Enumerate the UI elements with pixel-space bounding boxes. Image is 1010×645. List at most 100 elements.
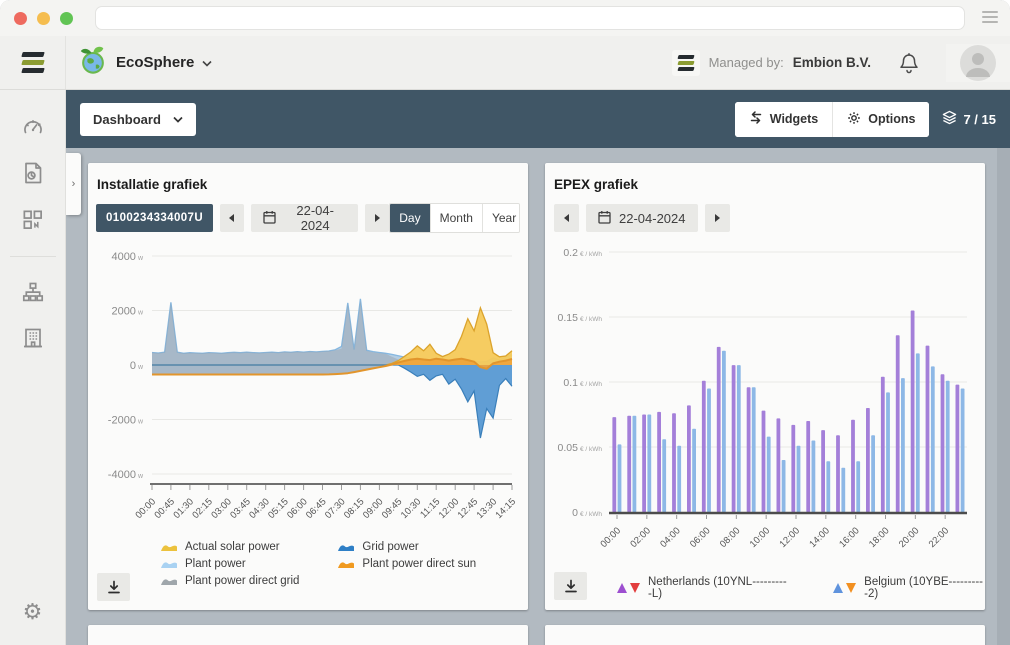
legend-item: Actual solar power [160, 541, 299, 553]
svg-text:0.2€ / kWh: 0.2 € / kWh [563, 247, 602, 259]
managed-by-label: Managed by: [708, 55, 784, 70]
embion-mini-logo [671, 49, 700, 76]
legend-item: Grid power [337, 541, 476, 553]
svg-text:0.1€ / kWh: 0.1 € / kWh [563, 377, 602, 389]
svg-text:11:15: 11:15 [418, 496, 442, 520]
epex-date-picker-button[interactable]: 22-04-2024 [586, 204, 698, 232]
dashboard-selector[interactable]: Dashboard [80, 102, 196, 136]
managed-by: Managed by: Embion B.V. [671, 49, 871, 76]
sidebar-item-reports[interactable] [20, 160, 46, 186]
svg-text:12:45: 12:45 [456, 496, 481, 521]
account-switcher[interactable]: EcoSphere [66, 36, 212, 89]
svg-text:05:15: 05:15 [266, 496, 291, 521]
arrow-right-icon [714, 214, 720, 222]
legend-item: Plant power direct sun [337, 558, 476, 570]
address-bar[interactable] [95, 6, 965, 30]
date-next-button[interactable] [365, 204, 390, 232]
managed-by-value: Embion B.V. [792, 55, 871, 70]
svg-text:14:00: 14:00 [807, 525, 832, 550]
sidebar: ⚙ [0, 90, 66, 645]
date-prev-button[interactable] [220, 204, 244, 232]
ecosphere-logo-icon [78, 45, 108, 80]
tab-month[interactable]: Month [429, 204, 482, 232]
calendar-icon [598, 210, 611, 227]
tab-day[interactable]: Day [390, 204, 430, 232]
download-chart-button[interactable] [97, 573, 130, 601]
svg-text:10:30: 10:30 [399, 496, 424, 521]
widget-counter: 7 / 15 [942, 110, 996, 128]
svg-text:0.05€ / kWh: 0.05 € / kWh [558, 442, 603, 454]
tab-year[interactable]: Year [481, 204, 520, 232]
chevron-down-icon [202, 54, 212, 72]
gear-icon [847, 111, 861, 128]
epex-legend: Netherlands (10YNL----------L) Belgium (1… [545, 568, 985, 610]
svg-text:06:00: 06:00 [285, 496, 310, 521]
sidebar-item-sitemap[interactable] [20, 279, 46, 305]
installation-serial-badge[interactable]: 0100234334007U [96, 204, 214, 232]
epex-date-prev-button[interactable] [554, 204, 579, 232]
minimize-window-button[interactable] [37, 11, 50, 25]
svg-text:22:00: 22:00 [927, 525, 952, 550]
epex-date-next-button[interactable] [704, 204, 730, 232]
browser-chrome [0, 0, 1010, 36]
triangle-up-icon [833, 583, 844, 593]
svg-text:00:00: 00:00 [599, 525, 624, 550]
legend-item: Plant power [160, 558, 299, 570]
close-window-button[interactable] [14, 11, 27, 25]
svg-text:03:00: 03:00 [209, 496, 234, 521]
svg-text:10:00: 10:00 [748, 525, 773, 550]
sidebar-item-buildings[interactable] [20, 325, 46, 351]
svg-text:0.15€ / kWh: 0.15 € / kWh [558, 312, 603, 324]
svg-text:0w: 0w [130, 360, 144, 372]
embion-logo[interactable] [0, 36, 66, 89]
svg-text:14:15: 14:15 [494, 496, 519, 521]
svg-text:09:00: 09:00 [361, 496, 386, 521]
epex-chart-card: EPEX grafiek 22-04-2024 [545, 163, 985, 610]
svg-text:12:00: 12:00 [437, 496, 462, 521]
svg-text:07:30: 07:30 [323, 496, 348, 521]
widgets-button[interactable]: Widgets [734, 101, 833, 137]
svg-text:09:45: 09:45 [380, 496, 405, 521]
zoom-window-button[interactable] [60, 11, 73, 25]
card-partial [545, 625, 985, 645]
svg-text:04:30: 04:30 [247, 496, 272, 521]
legend-item: Netherlands (10YNL----------L) [617, 576, 787, 600]
notifications-bell-icon[interactable] [899, 52, 919, 74]
epex-download-chart-button[interactable] [554, 572, 587, 600]
settings-gear-icon[interactable]: ⚙ [22, 599, 43, 624]
window-controls [14, 11, 73, 25]
widget-counter-value: 7 / 15 [963, 111, 996, 127]
options-button[interactable]: Options [832, 101, 930, 137]
date-picker-value: 22-04-2024 [296, 203, 334, 233]
layers-icon [942, 110, 957, 128]
sidebar-divider [9, 256, 56, 257]
svg-text:20:00: 20:00 [897, 525, 922, 550]
triangle-down-icon [630, 583, 640, 593]
svg-text:04:00: 04:00 [658, 525, 683, 550]
widgets-icon [749, 111, 763, 127]
svg-text:02:15: 02:15 [190, 496, 215, 521]
triangle-up-icon [617, 583, 627, 593]
svg-text:01:30: 01:30 [171, 496, 196, 521]
card-partial [88, 625, 528, 645]
sidebar-expand-tab[interactable]: › [66, 153, 81, 215]
arrow-left-icon [564, 214, 569, 222]
svg-text:08:00: 08:00 [718, 525, 743, 550]
widgets-button-label: Widgets [769, 112, 819, 126]
browser-menu-icon[interactable] [982, 11, 998, 23]
date-picker-button[interactable]: 22-04-2024 [250, 203, 359, 233]
sidebar-item-dashboard[interactable] [20, 114, 46, 140]
user-avatar[interactable] [946, 43, 1010, 82]
epex-chart[interactable]: 0.2 € / kWh 0.15 € / kWh 0.1 € / kWh 0.05 € / k… [553, 238, 977, 568]
svg-text:12:00: 12:00 [778, 525, 803, 550]
sidebar-item-widgets[interactable] [20, 206, 46, 232]
svg-text:00:45: 00:45 [152, 496, 177, 521]
legend-item: Plant power direct grid [160, 575, 299, 587]
svg-text:16:00: 16:00 [837, 525, 862, 550]
